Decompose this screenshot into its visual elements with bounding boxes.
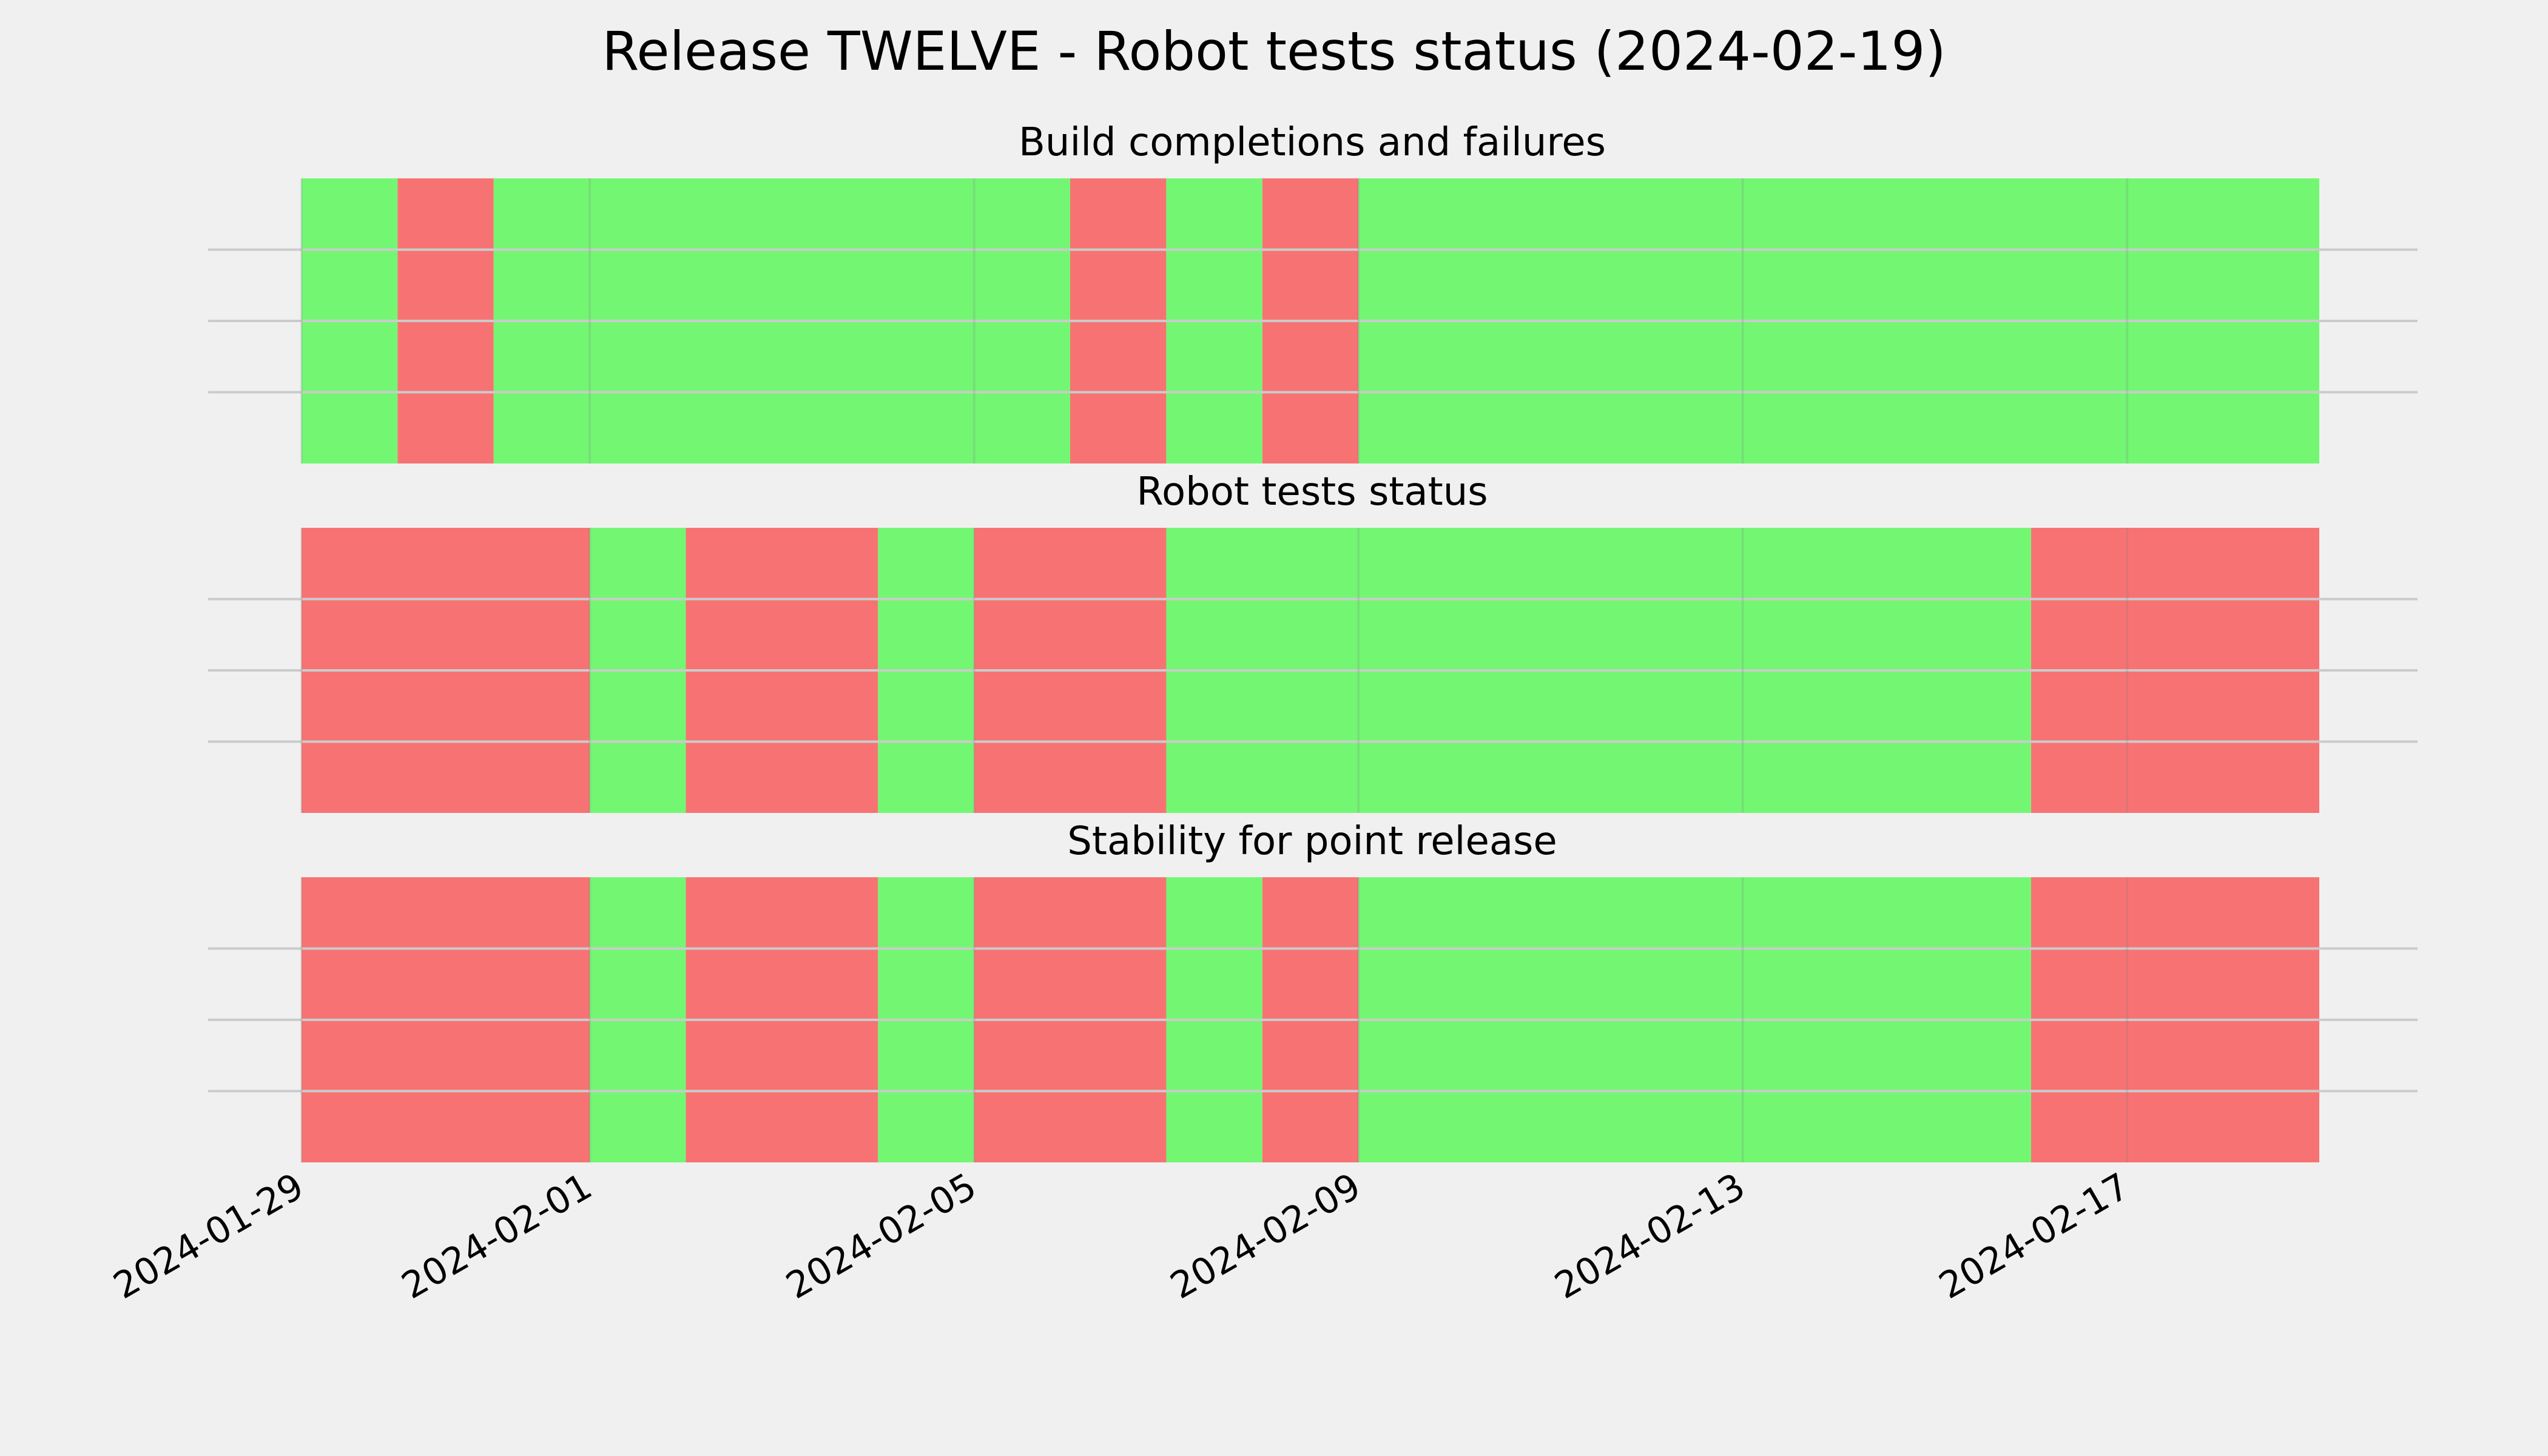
chart-title: Release TWELVE - Robot tests status (202… [602, 20, 1946, 83]
timeline-panel: Stability for point release [208, 819, 2418, 1162]
panels-group: Build completions and failures Robot test… [208, 120, 2418, 1162]
timeline-panel: Build completions and failures [208, 120, 2418, 463]
panel-title: Robot tests status [1136, 470, 1488, 514]
panel-title: Build completions and failures [1019, 120, 1606, 165]
timeline-panel: Robot tests status [208, 470, 2418, 813]
panel-title: Stability for point release [1067, 819, 1557, 864]
